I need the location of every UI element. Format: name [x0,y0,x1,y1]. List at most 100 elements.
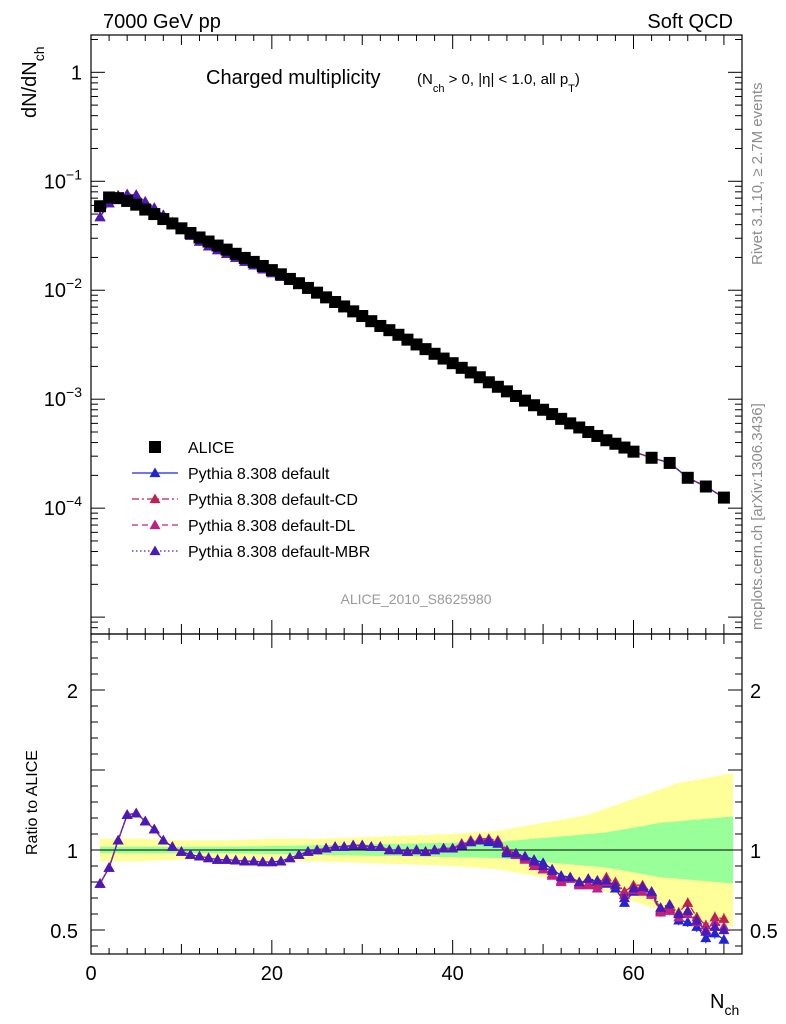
ratio-y-tick-label: 0.5 [50,921,78,943]
square-marker [717,491,730,504]
square-marker [663,456,676,469]
square-marker [103,191,116,204]
square-marker [283,272,296,285]
square-marker [546,408,559,421]
triangle-marker [130,807,142,818]
triangle-marker [682,897,694,907]
square-marker [247,255,260,268]
square-marker [509,389,522,402]
y-tick-exponent: −3 [66,384,82,400]
legend-entry: Pythia 8.308 default-MBR [132,544,370,561]
triangle-marker [718,934,730,944]
triangle-marker [709,921,721,931]
legend-label: Pythia 8.308 default [188,466,330,483]
y-tick-exponent: −1 [66,166,82,182]
analysis-id-label: ALICE_2010_S8625980 [340,591,491,607]
triangle-marker [347,839,359,850]
legend-entry: ALICE [149,440,234,457]
triangle-marker [691,914,703,925]
triangle-marker [365,841,377,851]
triangle-marker [609,879,621,890]
legend-label: Pythia 8.308 default-MBR [188,544,370,561]
triangle-marker [284,852,296,863]
triangle-marker [356,839,368,850]
square-marker [220,243,233,256]
triangle-marker [149,545,161,556]
ratio-y-tick-label-right: 0.5 [750,921,778,943]
square-marker [392,328,405,341]
square-marker [537,403,550,416]
main-series-group [94,188,730,504]
y-tick-exponent: −2 [66,275,82,291]
ylabel-part: dN/dN [19,61,41,118]
square-marker [238,251,251,264]
square-marker [184,227,197,240]
x-axis-label: Nch [710,991,739,1018]
square-marker [329,295,342,308]
triangle-marker [329,841,341,851]
square-marker [311,286,324,299]
triangle-marker [94,878,106,888]
square-marker [274,268,287,281]
triangle-marker [519,850,531,861]
triangle-marker [465,836,477,847]
triangle-marker [248,855,260,866]
ratio-line [99,812,725,933]
square-marker [112,192,125,205]
triangle-marker [203,852,215,863]
square-marker [202,235,215,248]
legend-entry: Pythia 8.308 default-CD [132,492,358,509]
triangle-marker [591,874,603,885]
triangle-marker [438,842,450,853]
triangle-marker [682,905,694,915]
legend-label: Pythia 8.308 default-CD [188,492,358,509]
triangle-marker [564,871,576,882]
rivet-version-label: Rivet 3.1.10, ≥ 2.7M events [749,83,766,266]
triangle-marker [194,850,205,861]
x-tick-label: 0 [85,963,96,985]
x-tick-label: 20 [261,963,283,985]
square-marker [292,277,305,290]
triangle-marker [149,493,161,504]
square-marker [401,333,414,346]
legend-entry: Pythia 8.308 default-DL [132,518,355,535]
square-marker [428,347,441,360]
triangle-marker [184,849,196,859]
square-marker [166,217,179,230]
main-y-axis-label: dN/dNch [19,47,47,119]
y-tick-label: 10−4 [44,493,82,520]
square-marker [645,451,658,464]
triangle-marker [230,854,242,865]
square-marker [591,429,604,442]
triangle-marker [293,849,305,859]
ratio-y-tick-label: 1 [67,841,78,863]
triangle-marker [175,846,187,856]
square-marker [410,338,423,351]
triangle-marker [383,844,395,855]
triangle-marker [646,886,658,896]
subtitle-subscript: ch [433,83,445,95]
square-marker [338,300,351,313]
square-marker [149,441,161,453]
square-marker [347,305,360,318]
triangle-marker [221,854,233,864]
triangle-marker [664,905,676,915]
y-tick-base: 10 [44,280,66,302]
y-tick-exponent: −4 [66,493,82,509]
triangle-marker [166,841,178,851]
ylabel-subscript: ch [31,47,47,62]
triangle-marker [302,846,314,856]
square-marker [582,425,595,438]
triangle-marker [266,856,278,867]
triangle-marker [275,855,287,866]
triangle-marker [555,871,567,882]
subtitle-part: > 0, |η| < 1.0, all p [444,71,568,88]
triangle-marker [130,189,142,200]
triangle-marker [492,836,504,847]
triangle-marker [700,932,712,943]
square-marker [419,343,432,356]
ratio-y-axis-label: Ratio to ALICE [24,750,41,855]
ratio-axis-ticks: 0 20 40 60 0.5 0.5 1 1 2 2 [50,634,778,985]
triangle-marker [392,844,404,855]
